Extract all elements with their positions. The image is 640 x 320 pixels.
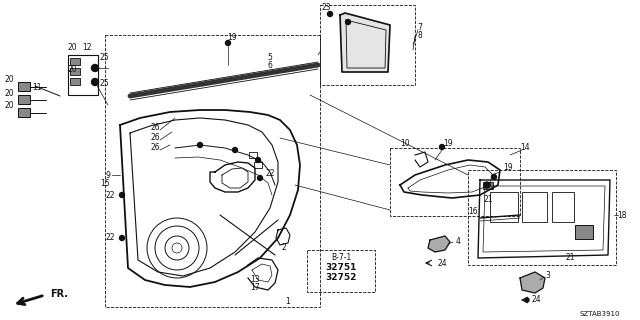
Circle shape xyxy=(225,41,230,45)
Bar xyxy=(18,95,30,104)
Text: 20: 20 xyxy=(4,101,14,110)
Bar xyxy=(254,162,262,168)
Text: 22: 22 xyxy=(106,234,115,243)
Bar xyxy=(70,68,80,75)
Text: 15: 15 xyxy=(100,179,110,188)
Text: 12: 12 xyxy=(82,44,92,52)
Text: 20: 20 xyxy=(68,66,77,75)
Polygon shape xyxy=(520,272,545,293)
Circle shape xyxy=(232,148,237,153)
Circle shape xyxy=(484,182,490,188)
Text: 11: 11 xyxy=(32,84,42,92)
Text: 19: 19 xyxy=(443,139,453,148)
Bar xyxy=(483,182,493,189)
Text: 21: 21 xyxy=(565,252,575,261)
Text: 24: 24 xyxy=(532,295,541,305)
Text: 13: 13 xyxy=(250,276,260,284)
Text: 26: 26 xyxy=(150,133,160,142)
Bar xyxy=(490,192,518,222)
Circle shape xyxy=(525,298,529,302)
Text: 4: 4 xyxy=(456,237,460,246)
Text: 32751: 32751 xyxy=(325,263,356,273)
Circle shape xyxy=(92,78,99,85)
Text: 3: 3 xyxy=(545,271,550,281)
Text: 32752: 32752 xyxy=(325,274,356,283)
Text: 25: 25 xyxy=(100,53,109,62)
Text: 22: 22 xyxy=(106,190,115,199)
Text: 1: 1 xyxy=(285,298,291,307)
Circle shape xyxy=(328,12,333,17)
Circle shape xyxy=(92,65,99,71)
Circle shape xyxy=(255,157,260,163)
Bar xyxy=(468,170,616,265)
Text: 20: 20 xyxy=(4,89,14,98)
Text: 10: 10 xyxy=(400,139,410,148)
Bar xyxy=(70,78,80,85)
Polygon shape xyxy=(340,13,390,72)
Bar xyxy=(68,55,98,95)
Text: 7: 7 xyxy=(417,23,422,33)
Bar xyxy=(320,5,415,85)
Text: SZTAB3910: SZTAB3910 xyxy=(580,311,620,317)
Circle shape xyxy=(120,236,125,241)
Text: 2: 2 xyxy=(282,244,287,252)
Circle shape xyxy=(492,174,497,180)
Circle shape xyxy=(120,193,125,197)
Text: 5: 5 xyxy=(268,53,273,62)
Text: 23: 23 xyxy=(321,4,331,12)
Circle shape xyxy=(346,20,351,25)
Bar xyxy=(18,82,30,91)
Bar xyxy=(552,192,574,222)
Circle shape xyxy=(257,175,262,180)
Text: 9: 9 xyxy=(105,171,110,180)
Text: 26: 26 xyxy=(150,124,160,132)
Bar xyxy=(307,250,375,292)
Bar xyxy=(390,148,520,216)
Text: B-7-1: B-7-1 xyxy=(331,253,351,262)
Text: 20: 20 xyxy=(4,76,14,84)
Text: 18: 18 xyxy=(617,211,627,220)
Text: 22: 22 xyxy=(266,170,275,179)
Bar xyxy=(70,58,80,65)
Text: 25: 25 xyxy=(100,79,109,89)
Text: 20: 20 xyxy=(68,44,77,52)
Circle shape xyxy=(198,142,202,148)
Circle shape xyxy=(440,145,445,149)
Text: 14: 14 xyxy=(520,143,530,153)
Text: FR.: FR. xyxy=(50,289,68,299)
Text: 6: 6 xyxy=(268,60,273,69)
Bar xyxy=(18,108,30,117)
Bar xyxy=(522,192,547,222)
Text: 24: 24 xyxy=(438,259,447,268)
Text: 8: 8 xyxy=(418,31,422,41)
Bar xyxy=(249,152,257,158)
Text: 17: 17 xyxy=(250,284,260,292)
Text: 21: 21 xyxy=(483,196,493,204)
Text: 16: 16 xyxy=(468,207,478,217)
Text: 19: 19 xyxy=(503,164,513,172)
Bar xyxy=(575,225,593,239)
Text: 19: 19 xyxy=(227,34,237,43)
Polygon shape xyxy=(428,236,450,252)
Text: 26: 26 xyxy=(150,143,160,153)
Bar xyxy=(105,35,320,307)
